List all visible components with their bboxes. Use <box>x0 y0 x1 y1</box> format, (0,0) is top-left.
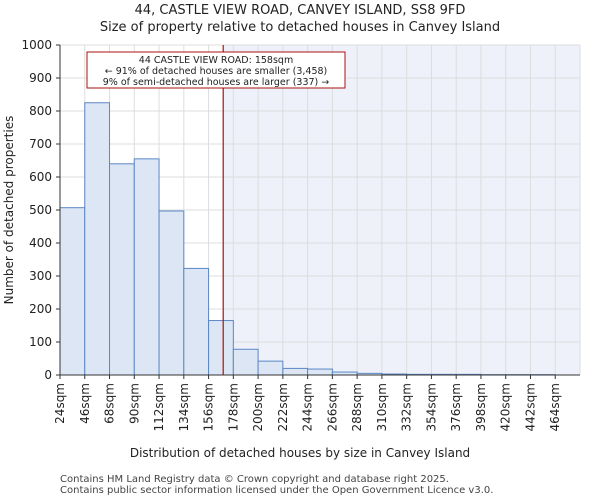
x-tick-label: 222sqm <box>276 383 290 431</box>
histogram-bar <box>232 348 259 376</box>
x-tick-label: 156sqm <box>202 383 216 431</box>
x-tick-label: 442sqm <box>523 383 537 431</box>
x-tick-label: 112sqm <box>152 383 166 431</box>
y-tick-label: 600 <box>29 170 52 184</box>
y-tick-label: 200 <box>29 302 52 316</box>
x-tick-label: 178sqm <box>226 383 240 431</box>
y-tick-label: 400 <box>29 236 52 250</box>
x-tick-label: 134sqm <box>177 383 191 431</box>
x-axis-label: Distribution of detached houses by size … <box>130 446 470 460</box>
footer-licence: Contains public sector information licen… <box>60 485 494 496</box>
histogram-bar <box>158 210 185 376</box>
histogram-bar <box>307 368 333 376</box>
histogram-bar <box>183 267 210 376</box>
x-tick-label: 244sqm <box>301 383 315 431</box>
annotation-box <box>86 51 346 89</box>
x-tick-label: 398sqm <box>474 383 488 431</box>
x-tick-label: 90sqm <box>127 383 141 424</box>
y-tick-label: 100 <box>29 335 52 349</box>
x-tick-label: 376sqm <box>449 383 463 431</box>
annotation-smaller: ← 91% of detached houses are smaller (3,… <box>105 66 328 77</box>
y-tick-label: 300 <box>29 269 52 283</box>
histogram-bar <box>109 163 135 376</box>
y-tick-label: 900 <box>29 71 52 85</box>
footer: Contains HM Land Registry data © Crown c… <box>60 474 493 496</box>
histogram-bar <box>84 102 111 376</box>
chart-title-address: 44, CASTLE VIEW ROAD, CANVEY ISLAND, SS8… <box>134 3 466 18</box>
x-tick-label: 46sqm <box>78 383 92 424</box>
x-tick-label: 332sqm <box>400 383 414 431</box>
annotation-title: 44 CASTLE VIEW ROAD: 158sqm <box>139 55 293 66</box>
histogram-bar <box>282 367 309 376</box>
histogram-bar <box>208 320 234 376</box>
footer-copyright: Contains HM Land Registry data © Crown c… <box>60 474 449 485</box>
x-tick-label: 288sqm <box>350 383 364 431</box>
annotation-larger: 9% of semi-detached houses are larger (3… <box>103 77 330 88</box>
histogram-bar <box>257 360 284 376</box>
y-tick-label: 0 <box>44 368 52 382</box>
x-tick-label: 24sqm <box>53 383 67 424</box>
y-tick-label: 700 <box>29 137 52 151</box>
y-tick-label: 1000 <box>21 38 52 52</box>
chart-title: Size of property relative to detached ho… <box>99 20 501 35</box>
y-tick-label: 800 <box>29 104 52 118</box>
x-tick-label: 266sqm <box>325 383 339 431</box>
histogram-bar <box>133 158 160 376</box>
x-tick-label: 68sqm <box>103 383 117 424</box>
histogram-bar <box>59 207 86 376</box>
y-tick-label: 500 <box>29 203 52 217</box>
x-tick-label: 354sqm <box>424 383 438 431</box>
x-tick-label: 420sqm <box>499 383 513 431</box>
y-axis-label: Number of detached properties <box>2 116 16 305</box>
x-tick-label: 464sqm <box>548 383 562 431</box>
x-tick-label: 200sqm <box>251 383 265 431</box>
x-tick-label: 310sqm <box>375 383 389 431</box>
